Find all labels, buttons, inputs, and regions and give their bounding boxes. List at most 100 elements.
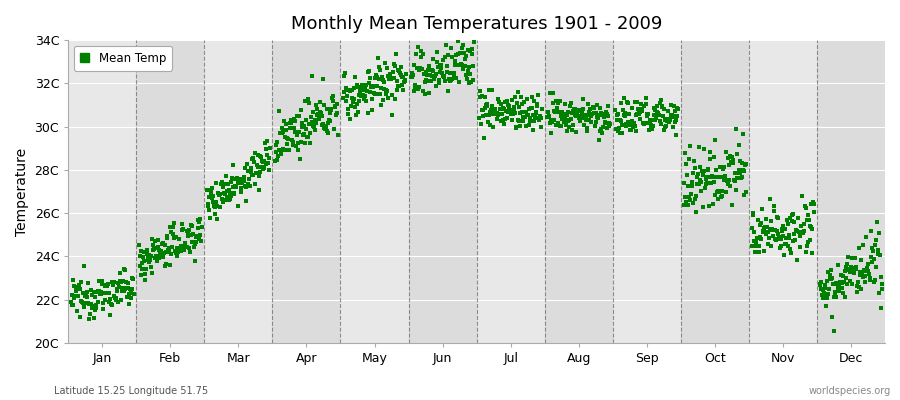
Point bbox=[464, 79, 478, 85]
Point bbox=[562, 117, 577, 124]
Point bbox=[445, 76, 459, 82]
Point bbox=[440, 69, 454, 75]
Point bbox=[464, 51, 479, 57]
Point bbox=[356, 82, 370, 88]
Point bbox=[796, 228, 810, 235]
Point bbox=[238, 184, 253, 191]
Point bbox=[792, 228, 806, 235]
Point bbox=[365, 83, 380, 90]
Point bbox=[631, 106, 645, 112]
Point bbox=[274, 151, 288, 158]
Point bbox=[350, 109, 365, 115]
Point bbox=[641, 111, 655, 117]
Point bbox=[656, 113, 670, 119]
Point bbox=[693, 177, 707, 183]
Point bbox=[558, 100, 572, 107]
Point bbox=[316, 76, 330, 82]
Point bbox=[616, 95, 631, 101]
Point bbox=[703, 149, 717, 155]
Point bbox=[729, 186, 743, 193]
Point bbox=[841, 254, 855, 260]
Point bbox=[293, 139, 308, 145]
Point bbox=[298, 98, 312, 104]
Point bbox=[108, 294, 122, 301]
Point bbox=[761, 235, 776, 242]
Point bbox=[568, 106, 582, 112]
Point bbox=[376, 96, 391, 103]
Point bbox=[634, 101, 648, 107]
Point bbox=[796, 230, 810, 236]
Bar bbox=[409, 40, 477, 343]
Point bbox=[97, 290, 112, 296]
Point bbox=[493, 106, 508, 112]
Point bbox=[749, 239, 763, 245]
Point bbox=[270, 157, 284, 164]
Point bbox=[361, 69, 375, 76]
Point bbox=[169, 252, 184, 259]
Point bbox=[657, 126, 671, 133]
Point bbox=[626, 124, 640, 130]
Point bbox=[149, 245, 164, 251]
Point bbox=[79, 291, 94, 297]
Point bbox=[434, 62, 448, 68]
Point bbox=[222, 190, 237, 196]
Point bbox=[302, 100, 317, 106]
Point bbox=[775, 225, 789, 232]
Bar bbox=[477, 40, 544, 343]
Point bbox=[85, 305, 99, 311]
Point bbox=[571, 113, 585, 119]
Point bbox=[249, 162, 264, 168]
Point bbox=[534, 114, 548, 121]
Point bbox=[816, 287, 831, 293]
Point bbox=[850, 289, 865, 296]
Point bbox=[497, 106, 511, 112]
Point bbox=[505, 96, 519, 103]
Point bbox=[745, 210, 760, 216]
Point bbox=[329, 101, 344, 108]
Point bbox=[161, 248, 176, 255]
Point bbox=[712, 188, 726, 195]
Point bbox=[737, 168, 751, 175]
Point bbox=[696, 204, 710, 210]
Point bbox=[170, 245, 184, 252]
Text: Latitude 15.25 Longitude 51.75: Latitude 15.25 Longitude 51.75 bbox=[54, 386, 208, 396]
Point bbox=[388, 63, 402, 69]
Point bbox=[209, 179, 223, 186]
Point bbox=[511, 89, 526, 95]
Point bbox=[505, 116, 519, 123]
Point bbox=[745, 243, 760, 249]
Point bbox=[794, 223, 808, 229]
Point bbox=[587, 110, 601, 116]
Point bbox=[459, 72, 473, 78]
Point bbox=[86, 291, 100, 298]
Point bbox=[455, 44, 470, 51]
Point bbox=[444, 45, 458, 52]
Point bbox=[98, 282, 112, 288]
Point bbox=[831, 262, 845, 268]
Point bbox=[223, 196, 238, 202]
Point bbox=[322, 118, 337, 124]
Point bbox=[782, 232, 796, 238]
Point bbox=[660, 116, 674, 122]
Point bbox=[444, 77, 458, 83]
Point bbox=[754, 220, 769, 226]
Point bbox=[843, 278, 858, 284]
Point bbox=[576, 96, 590, 102]
Point bbox=[360, 88, 374, 94]
Point bbox=[798, 205, 813, 212]
Point bbox=[416, 88, 430, 94]
Point bbox=[421, 63, 436, 69]
Point bbox=[412, 67, 427, 73]
Point bbox=[497, 120, 511, 127]
Point bbox=[598, 108, 613, 115]
Point bbox=[447, 72, 462, 78]
Point bbox=[870, 250, 885, 257]
Point bbox=[211, 202, 225, 209]
Point bbox=[543, 90, 557, 96]
Point bbox=[159, 249, 174, 255]
Point bbox=[659, 122, 673, 129]
Point bbox=[419, 78, 434, 84]
Point bbox=[496, 116, 510, 123]
Point bbox=[561, 109, 575, 115]
Point bbox=[344, 86, 358, 93]
